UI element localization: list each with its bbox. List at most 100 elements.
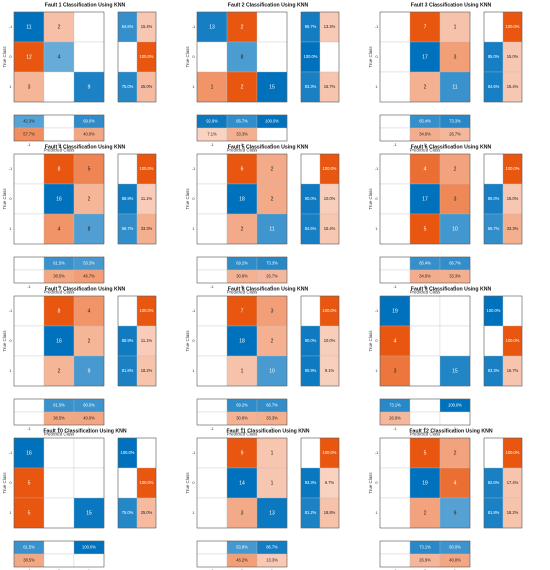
matrix-cell bbox=[379, 153, 411, 185]
row-summary-border bbox=[300, 11, 340, 103]
cell-value: 12 bbox=[26, 54, 32, 60]
matrix-cell bbox=[439, 467, 471, 499]
x-tick-label: -1 bbox=[393, 426, 397, 431]
cell-value: 15 bbox=[269, 84, 275, 90]
cell-value: 2 bbox=[454, 166, 457, 172]
row-summary-border bbox=[300, 437, 340, 529]
matrix-cell bbox=[379, 71, 411, 103]
col-summary-value: 61.5% bbox=[23, 545, 35, 550]
col-summary-value: 46.2% bbox=[236, 558, 248, 563]
matrix-cell bbox=[409, 325, 441, 357]
col-summary-cell bbox=[43, 540, 75, 555]
cell-value: 1 bbox=[271, 480, 274, 486]
col-summary-value: 69.2% bbox=[236, 403, 248, 408]
matrix-cell bbox=[13, 11, 45, 43]
col-summary-value: 40.0% bbox=[449, 558, 461, 563]
matrix-cell bbox=[73, 11, 105, 43]
row-summary-border bbox=[483, 11, 523, 103]
col-summary-value: 66.7% bbox=[449, 261, 461, 266]
col-summary-cell bbox=[13, 411, 45, 426]
matrix-cell bbox=[439, 355, 471, 387]
col-summary-value: 86.7% bbox=[266, 545, 278, 550]
row-summary-cell bbox=[117, 467, 138, 499]
x-tick-label: -1 bbox=[210, 284, 214, 289]
x-axis-label: Predicted Class bbox=[410, 432, 442, 437]
matrix-cell bbox=[226, 183, 258, 215]
cell-value: 9 bbox=[241, 450, 244, 456]
row-summary-value: 100.0% bbox=[140, 308, 154, 313]
cell-value: 2 bbox=[424, 84, 427, 90]
matrix-cell bbox=[439, 183, 471, 215]
confusion-chart-9: Fault 9 Classification Using KNN 19 4 3 15 -1… bbox=[366, 284, 549, 437]
cell-value: 1 bbox=[271, 450, 274, 456]
x-tick-label: 0 bbox=[58, 284, 61, 289]
row-summary-value: 66.7% bbox=[122, 226, 134, 231]
row-summary-cell bbox=[483, 325, 504, 357]
matrix-cell bbox=[13, 355, 45, 387]
matrix-cell bbox=[379, 213, 411, 245]
matrix-cell bbox=[256, 183, 288, 215]
cell-value: 15 bbox=[86, 510, 92, 516]
row-summary-value: 90.0% bbox=[305, 196, 317, 201]
col-summary-value: 26.9% bbox=[419, 558, 431, 563]
matrix-cell bbox=[13, 437, 45, 469]
chart-title: Fault 1 Classification Using KNN bbox=[45, 2, 126, 8]
row-summary-value: 25.0% bbox=[141, 84, 153, 89]
row-summary-value: 15.4% bbox=[324, 226, 336, 231]
row-summary-value: 100.0% bbox=[140, 480, 154, 485]
col-summary-value: 40.0% bbox=[83, 416, 95, 421]
row-summary-value: 13.3% bbox=[324, 24, 336, 29]
matrix-cell bbox=[379, 467, 411, 499]
cell-value: 9 bbox=[88, 368, 91, 374]
matrix-cell bbox=[379, 325, 411, 357]
matrix-cell bbox=[43, 355, 75, 387]
col-summary-value: 13.3% bbox=[266, 558, 278, 563]
matrix-border bbox=[13, 11, 105, 103]
matrix-cell bbox=[43, 295, 75, 327]
row-summary-value: 100.0% bbox=[487, 308, 501, 313]
row-summary-cell bbox=[483, 11, 504, 43]
cell-value: 16 bbox=[56, 196, 62, 202]
matrix-border bbox=[196, 295, 288, 387]
row-summary-value: 15.4% bbox=[141, 24, 153, 29]
row-summary-cell bbox=[300, 295, 321, 327]
y-axis-label: True Class bbox=[185, 472, 190, 494]
matrix-cell bbox=[226, 467, 258, 499]
confusion-chart-svg: Fault 7 Classification Using KNN 8 4 16 2 2 9 -… bbox=[2, 286, 157, 437]
y-axis-label: True Class bbox=[2, 472, 7, 494]
confusion-chart-7: Fault 7 Classification Using KNN 8 4 16 2 2 9 -… bbox=[0, 284, 183, 437]
y-tick-label: -1 bbox=[9, 24, 13, 29]
confusion-chart-4: Fault 4 Classification Using KNN 8 5 16 2 4 8 -… bbox=[0, 142, 183, 295]
col-summary-border bbox=[379, 540, 471, 568]
matrix-cell bbox=[196, 355, 228, 387]
x-axis-label: Predicted Class bbox=[44, 432, 76, 437]
x-tick-label: 0 bbox=[58, 142, 61, 147]
matrix-cell bbox=[196, 153, 228, 185]
matrix-cell bbox=[73, 355, 105, 387]
row-summary-value: 17.4% bbox=[507, 480, 519, 485]
matrix-cell bbox=[73, 437, 105, 469]
row-summary-value: 75.0% bbox=[122, 84, 134, 89]
chart-title: Fault 5 Classification Using KNN bbox=[228, 144, 309, 150]
x-tick-label: -1 bbox=[210, 568, 214, 570]
cell-value: 2 bbox=[58, 24, 61, 30]
matrix-cell bbox=[256, 325, 288, 357]
row-summary-value: 25.0% bbox=[141, 510, 153, 515]
matrix-cell bbox=[196, 437, 228, 469]
col-summary-value: 53.8% bbox=[236, 545, 248, 550]
x-tick-label: 1 bbox=[88, 284, 91, 289]
y-axis-label: True Class bbox=[368, 330, 373, 352]
col-summary-value: 34.6% bbox=[419, 274, 431, 279]
matrix-cell bbox=[226, 325, 258, 357]
x-axis-label: Predicted Class bbox=[410, 148, 442, 153]
cell-value: 4 bbox=[394, 338, 397, 344]
matrix-cell bbox=[196, 183, 228, 215]
matrix-cell bbox=[226, 497, 258, 529]
x-axis-label: Predicted Class bbox=[44, 148, 76, 153]
y-tick-label: 1 bbox=[192, 368, 195, 373]
x-tick-label: 1 bbox=[88, 568, 91, 570]
row-summary-value: 11.1% bbox=[141, 196, 153, 201]
row-summary-value: 84.6% bbox=[488, 84, 500, 89]
col-summary-cell bbox=[43, 127, 75, 142]
y-axis-label: True Class bbox=[2, 330, 7, 352]
